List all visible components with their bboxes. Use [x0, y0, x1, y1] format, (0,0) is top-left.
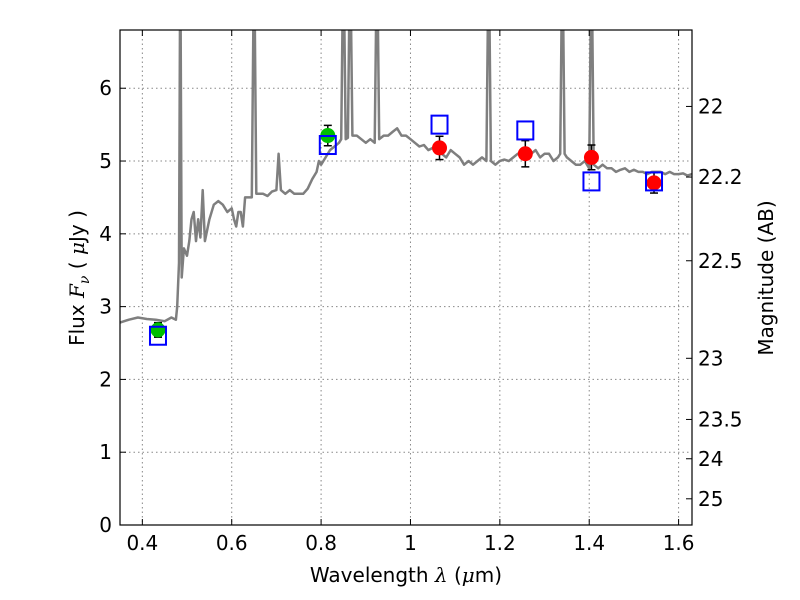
model-square: [148, 325, 167, 346]
y-tick-label: 0: [99, 513, 112, 537]
model-square: [645, 171, 664, 192]
model-square: [516, 120, 535, 141]
y-tick-label: 1: [99, 440, 112, 464]
x-tick-label: 0.8: [305, 531, 337, 555]
y-tick-label: 3: [99, 295, 112, 319]
grid-layer: [120, 30, 692, 526]
x-tick-label: 1.2: [484, 531, 516, 555]
y-tick-label: 6: [99, 76, 112, 100]
x-tick-label: 1: [404, 531, 417, 555]
y2-axis-title: Magnitude (AB): [754, 200, 778, 355]
model-square: [318, 135, 337, 156]
x-tick-label: 1.6: [663, 531, 695, 555]
observed-point-red: [432, 140, 448, 156]
plot-frame: [119, 29, 693, 526]
y2-tick-label: 23.5: [698, 407, 743, 431]
y-tick-label: 2: [99, 367, 112, 391]
model-square: [582, 171, 601, 192]
data-layer: [120, 30, 692, 346]
y2-tick-label: 23: [698, 346, 723, 370]
spectrum-line: [120, 30, 692, 324]
x-axis-title: Wavelength λ (μm): [310, 563, 502, 587]
y2-tick-label: 22.5: [698, 249, 743, 273]
y-tick-label: 5: [99, 149, 112, 173]
y2-tick-label: 24: [698, 447, 723, 471]
observed-point-green: [150, 322, 166, 338]
y-axis-title: Flux Fν ( μJy ): [65, 210, 93, 346]
y2-tick-label: 22: [698, 94, 723, 118]
observed-point-red: [517, 146, 533, 162]
y-tick-label: 4: [99, 222, 112, 246]
y2-tick-label: 22.2: [698, 165, 743, 189]
tick-layer: 0.4 0.6 0.8 1 1.2 1.4 1.601234562222.222.52323…: [99, 30, 743, 555]
x-tick-label: 1.4: [573, 531, 605, 555]
model-square: [430, 114, 449, 135]
x-tick-label: 0.4: [126, 531, 158, 555]
observed-point-red: [583, 149, 599, 165]
y2-tick-label: 25: [698, 487, 723, 511]
x-tick-label: 0.6: [216, 531, 248, 555]
observed-point-red: [646, 175, 662, 191]
